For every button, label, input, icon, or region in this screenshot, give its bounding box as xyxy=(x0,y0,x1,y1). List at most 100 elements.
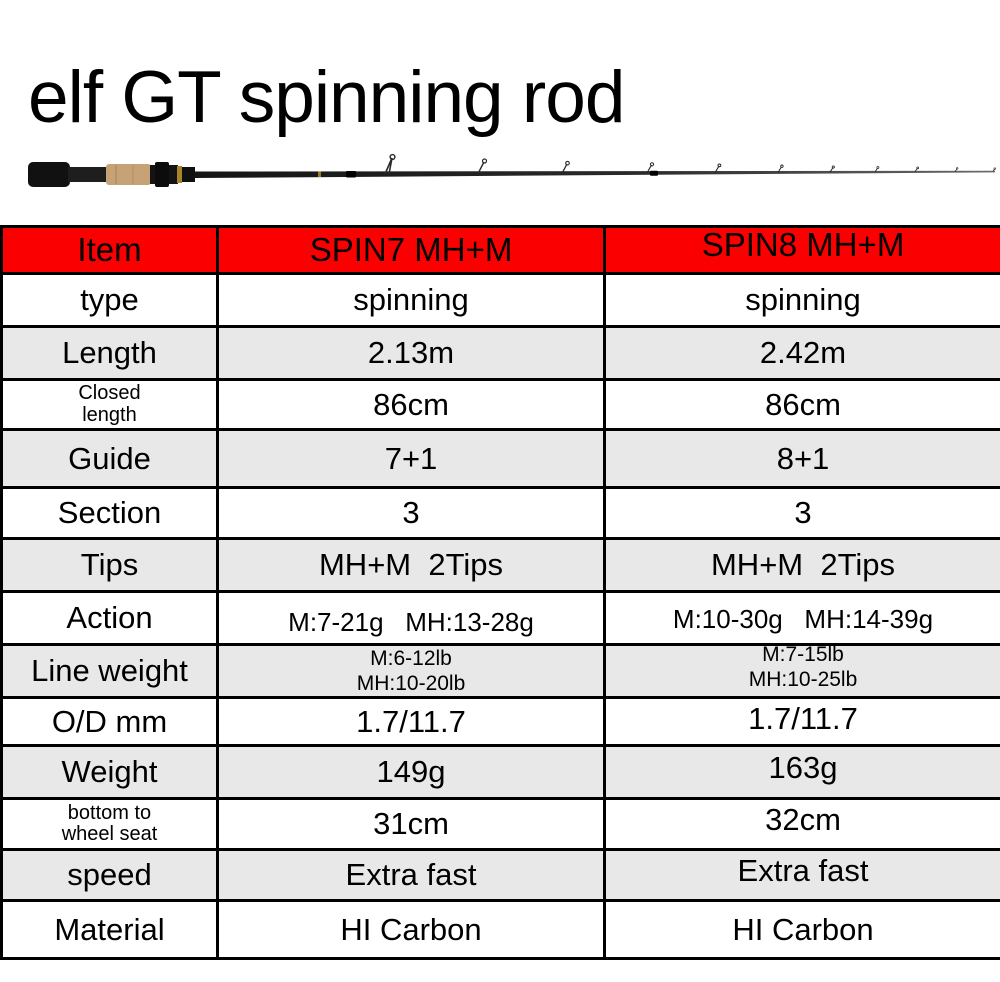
table-row: Line weight M:6-12lb MH:10-20lb M:7-15lb… xyxy=(0,642,1000,700)
header-spin7: SPIN7 MH+M xyxy=(216,225,606,275)
rod-image xyxy=(0,148,1000,200)
row-speed-spin8: Extra fast xyxy=(603,848,1000,903)
table-row: Section 3 3 xyxy=(0,486,1000,540)
row-material-spin7: HI Carbon xyxy=(216,899,606,961)
value-text: Extra fast xyxy=(737,853,869,889)
table-row: Guide 7+1 8+1 xyxy=(0,428,1000,489)
value-text: spinning xyxy=(353,282,469,317)
label-text: Weight xyxy=(61,754,158,790)
rod-rear-grip xyxy=(68,167,108,182)
label-text: Closed length xyxy=(78,381,141,426)
value-text: HI Carbon xyxy=(340,911,482,947)
row-guide-spin7: 7+1 xyxy=(216,428,606,489)
header-spin8: SPIN8 MH+M xyxy=(603,225,1000,275)
row-action-label: Action xyxy=(0,590,219,646)
value-text: HI Carbon xyxy=(732,911,874,947)
value-text: 8+1 xyxy=(776,440,830,476)
rod-guide xyxy=(384,157,393,175)
value-text: MH+M 2Tips xyxy=(318,547,504,582)
value-text: 32cm xyxy=(765,802,841,838)
value-text: M:6-12lb MH:10-20lb xyxy=(356,647,466,696)
rod-guide-ring xyxy=(717,163,722,168)
value-text: 163g xyxy=(768,750,838,786)
rod-illustration xyxy=(28,153,996,187)
row-material-label: Material xyxy=(0,899,219,961)
row-action-spin8: M:10-30g MH:14-39g xyxy=(603,590,1000,646)
rod-guide-ring xyxy=(916,166,919,170)
rod-guide-ring xyxy=(876,166,880,169)
label-text: Action xyxy=(66,600,153,635)
value-text: 3 xyxy=(402,495,420,530)
rod-guide xyxy=(777,166,782,173)
spec-table: Item SPIN7 MH+M SPIN8 MH+M type spinning… xyxy=(0,225,1000,961)
row-type-label: type xyxy=(0,272,219,328)
value-text: MH+M 2Tips xyxy=(710,547,896,582)
rod-guide-ring xyxy=(831,165,835,169)
table-row: Tips MH+M 2Tips MH+M 2Tips xyxy=(0,537,1000,593)
row-closed-length-spin8: 86cm xyxy=(603,378,1000,431)
rod-butt-cap xyxy=(28,162,70,187)
table-row: Action M:7-21g MH:13-28g M:10-30g MH:14-… xyxy=(0,590,1000,646)
value-text: Extra fast xyxy=(345,857,477,893)
rod-reel-seat-hood xyxy=(155,162,169,187)
value-text: 86cm xyxy=(373,386,449,422)
row-material-spin8: HI Carbon xyxy=(603,899,1000,961)
header-item: Item xyxy=(0,225,219,275)
rod-cork-handle xyxy=(106,164,151,185)
value-text: 1.7/11.7 xyxy=(356,703,466,739)
value-text: 2.13m xyxy=(367,335,455,370)
row-length-spin8: 2.42m xyxy=(603,325,1000,381)
table-header-row: Item SPIN7 MH+M SPIN8 MH+M xyxy=(0,225,1000,275)
value-text: 1.7/11.7 xyxy=(748,700,858,736)
row-guide-label: Guide xyxy=(0,428,219,489)
row-speed-spin7: Extra fast xyxy=(216,848,606,903)
row-bottom-wheel-seat-spin7: 31cm xyxy=(216,797,606,852)
table-row: Weight 149g 163g xyxy=(0,744,1000,801)
rod-guide xyxy=(714,165,720,173)
value-text: 86cm xyxy=(765,386,841,422)
label-text: Guide xyxy=(68,440,151,476)
rod-gold-ring xyxy=(177,166,182,183)
value-text: spinning xyxy=(745,282,861,317)
rod-guide-ring xyxy=(481,158,488,164)
row-tips-label: Tips xyxy=(0,537,219,593)
row-section-spin8: 3 xyxy=(603,486,1000,540)
row-line-weight-spin8: M:7-15lb MH:10-25lb xyxy=(603,642,1000,700)
row-bottom-wheel-seat-label: bottom to wheel seat xyxy=(0,797,219,852)
rod-blank xyxy=(195,170,995,178)
value-text: 7+1 xyxy=(384,440,438,476)
row-tips-spin7: MH+M 2Tips xyxy=(216,537,606,593)
rod-joint xyxy=(650,170,658,176)
label-text: speed xyxy=(67,857,152,893)
label-text: type xyxy=(80,282,139,317)
row-weight-spin8: 163g xyxy=(603,744,1000,801)
value-text: M:7-21g MH:13-28g xyxy=(288,606,534,637)
row-weight-spin7: 149g xyxy=(216,744,606,801)
rod-guide-ring xyxy=(780,164,784,168)
header-item-label: Item xyxy=(77,231,142,268)
row-section-spin7: 3 xyxy=(216,486,606,540)
rod-guide xyxy=(561,163,568,174)
rod-guide xyxy=(646,164,653,174)
table-row: Material HI Carbon HI Carbon xyxy=(0,899,1000,961)
rod-gold-wrap xyxy=(318,171,321,177)
table-row: type spinning spinning xyxy=(0,272,1000,328)
row-bottom-wheel-seat-spin8: 32cm xyxy=(603,797,1000,852)
table-row: speed Extra fast Extra fast xyxy=(0,848,1000,903)
page-title: elf GT spinning rod xyxy=(28,57,625,138)
table-row: Closed length 86cm 86cm xyxy=(0,378,1000,431)
row-action-spin7: M:7-21g MH:13-28g xyxy=(216,590,606,646)
label-text: Length xyxy=(62,335,157,370)
row-line-weight-spin7: M:6-12lb MH:10-20lb xyxy=(216,642,606,700)
row-speed-label: speed xyxy=(0,848,219,903)
rod-joint xyxy=(346,171,356,178)
label-text: Line weight xyxy=(31,653,188,689)
label-text: O/D mm xyxy=(51,703,168,739)
value-text: 2.42m xyxy=(759,335,847,370)
value-text: M:10-30g MH:14-39g xyxy=(672,603,934,634)
rod-guide-ring xyxy=(389,153,396,161)
header-spin7-label: SPIN7 MH+M xyxy=(309,231,513,268)
rod-fore-grip xyxy=(182,167,195,182)
label-text: bottom to wheel seat xyxy=(61,801,158,846)
row-closed-length-label: Closed length xyxy=(0,378,219,431)
